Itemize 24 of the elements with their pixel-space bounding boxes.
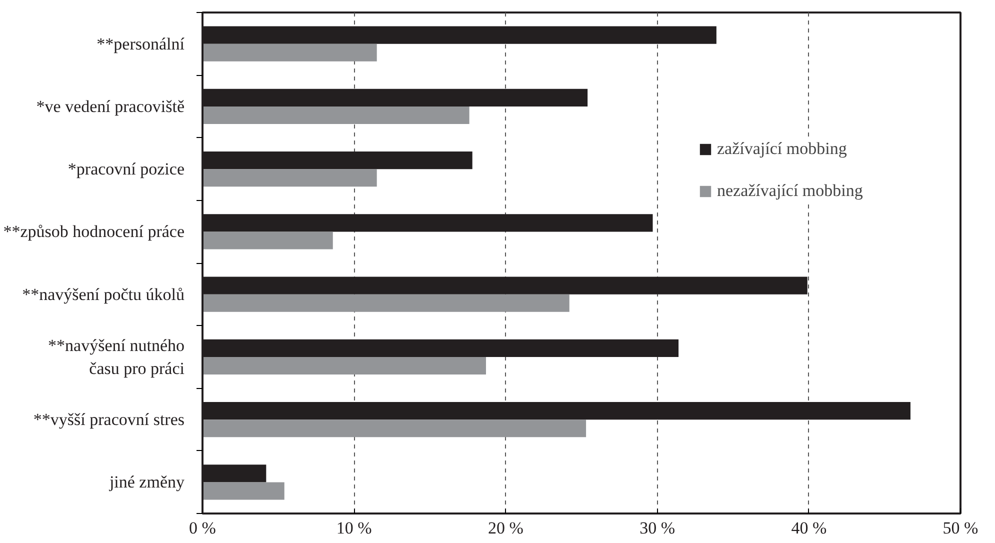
bar bbox=[202, 44, 377, 62]
bar bbox=[202, 356, 486, 374]
x-tick-label: 20 % bbox=[488, 518, 524, 538]
legend-label: nezažívající mobbing bbox=[717, 181, 863, 201]
y-tick-label: jiné změny bbox=[108, 472, 185, 492]
y-tick-label: **způsob hodnocení práce bbox=[3, 222, 185, 242]
bar bbox=[202, 482, 284, 500]
x-tick-label: 0 % bbox=[189, 518, 216, 538]
y-tick-label: *ve vedení pracoviště bbox=[36, 96, 184, 116]
x-tick-label: 10 % bbox=[336, 518, 372, 538]
bar bbox=[202, 169, 377, 187]
x-tick-label: 50 % bbox=[942, 518, 978, 538]
y-tick-label: **navýšení počtu úkolů bbox=[22, 284, 185, 304]
legend-label: zažívající mobbing bbox=[717, 139, 847, 159]
y-tick-label: **vyšší pracovní stres bbox=[33, 410, 185, 430]
bar bbox=[202, 232, 333, 250]
y-tick-label: *pracovní pozice bbox=[68, 160, 185, 179]
y-tick-label: **navýšení nutného času pro práci bbox=[48, 336, 185, 378]
y-tick-label: **personální bbox=[96, 34, 185, 54]
x-tick-label: 30 % bbox=[640, 518, 676, 538]
bar bbox=[202, 106, 470, 124]
bar bbox=[202, 420, 586, 438]
bar bbox=[202, 294, 570, 312]
x-tick-label: 40 % bbox=[791, 518, 827, 538]
